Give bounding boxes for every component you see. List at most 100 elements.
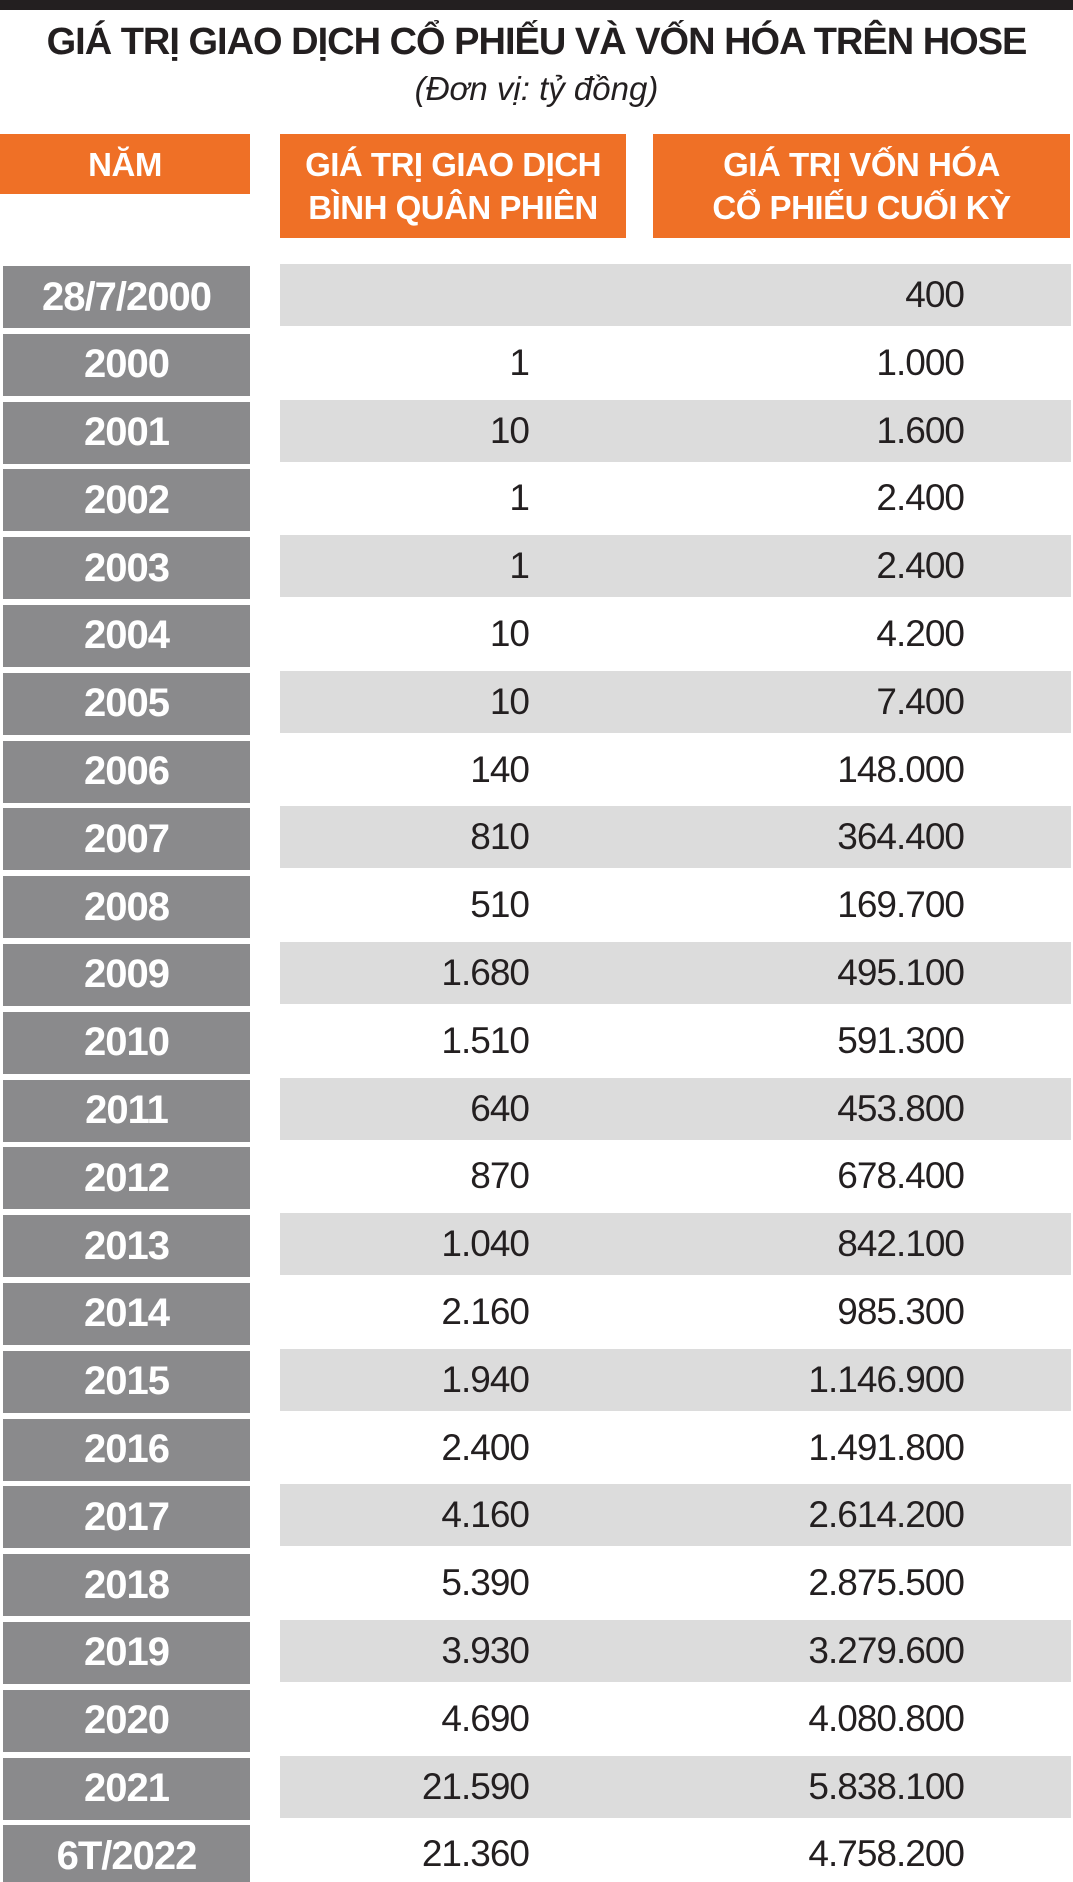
table-row: 2016 2.400 1.491.800: [0, 1414, 1073, 1482]
market-cap-value: 2.400: [876, 545, 965, 587]
row-values-stripe: 810 364.400: [280, 806, 1071, 869]
year-label: 2009: [3, 943, 250, 1006]
column-header-year: NĂM: [0, 134, 250, 194]
table-row: 2004 10 4.200: [0, 600, 1073, 668]
row-values-stripe: 1.940 1.146.900: [280, 1348, 1071, 1411]
row-values-stripe: 21.360 4.758.200: [280, 1823, 1071, 1882]
avg-trading-value: 1: [509, 477, 530, 519]
year-label: 2017: [3, 1486, 250, 1549]
table-header: NĂM GIÁ TRỊ GIAO DỊCH BÌNH QUÂN PHIÊN GI…: [0, 134, 1073, 238]
avg-trading-value: 510: [470, 884, 530, 926]
market-cap-value: 2.400: [876, 477, 965, 519]
avg-trading-value: 1.040: [441, 1223, 530, 1265]
avg-trading-value: 1: [509, 545, 530, 587]
year-label: 2005: [3, 672, 250, 735]
year-label: 2013: [3, 1215, 250, 1278]
year-label: 2002: [3, 469, 250, 532]
table-row: 2002 1 2.400: [0, 464, 1073, 532]
avg-trading-value: 21.590: [421, 1765, 530, 1807]
market-cap-value: 1.146.900: [808, 1358, 965, 1400]
year-label: 2006: [3, 740, 250, 803]
table-row: 2021 21.590 5.838.100: [0, 1753, 1073, 1821]
row-values-stripe: 10 4.200: [280, 602, 1071, 665]
year-label: 2011: [3, 1079, 250, 1142]
row-values-stripe: 510 169.700: [280, 874, 1071, 937]
table-row: 2007 810 364.400: [0, 803, 1073, 871]
avg-trading-value: 810: [470, 816, 530, 858]
column-header-cap-line2: CỔ PHIẾU CUỐI KỲ: [712, 189, 1011, 226]
market-cap-value: 842.100: [837, 1223, 965, 1265]
market-cap-value: 1.600: [876, 409, 965, 451]
row-values-stripe: 140 148.000: [280, 738, 1071, 801]
year-label: 2004: [3, 604, 250, 667]
avg-trading-value: 10: [489, 409, 530, 451]
market-cap-value: 5.838.100: [808, 1765, 965, 1807]
row-values-stripe: 1.040 842.100: [280, 1213, 1071, 1276]
market-cap-value: 400: [905, 274, 965, 315]
market-cap-value: 169.700: [837, 884, 965, 926]
table-row: 2010 1.510 591.300: [0, 1007, 1073, 1075]
column-header-year-label: NĂM: [88, 145, 162, 183]
market-cap-value: 364.400: [837, 816, 965, 858]
table-row: 2006 140 148.000: [0, 736, 1073, 804]
market-cap-value: 678.400: [837, 1155, 965, 1197]
market-cap-value: 148.000: [837, 748, 965, 790]
table-row: 2012 870 678.400: [0, 1142, 1073, 1210]
table-row: 2019 3.930 3.279.600: [0, 1617, 1073, 1685]
table-row: 2005 10 7.400: [0, 668, 1073, 736]
page-title: GIÁ TRỊ GIAO DỊCH CỔ PHIẾU VÀ VỐN HÓA TR…: [46, 21, 1028, 63]
market-cap-value: 2.614.200: [808, 1494, 965, 1536]
column-header-avg-line1: GIÁ TRỊ GIAO DỊCH: [305, 146, 601, 183]
avg-trading-value: 2.160: [441, 1290, 530, 1332]
market-cap-value: 4.758.200: [808, 1833, 965, 1875]
row-values-stripe: 3.930 3.279.600: [280, 1619, 1071, 1682]
table-row: 2003 1 2.400: [0, 532, 1073, 600]
year-label: 2015: [3, 1350, 250, 1413]
unit-note: (Đơn vị: tỷ đồng): [414, 70, 659, 107]
row-values-stripe: 2.160 985.300: [280, 1280, 1071, 1343]
avg-trading-value: 10: [489, 612, 530, 654]
table-row: 2009 1.680 495.100: [0, 939, 1073, 1007]
market-cap-value: 3.279.600: [808, 1629, 965, 1671]
avg-trading-value: 3.930: [441, 1629, 530, 1671]
row-values-stripe: 1 1.000: [280, 331, 1071, 394]
row-values-stripe: 1.680 495.100: [280, 941, 1071, 1004]
avg-trading-value: 4.690: [441, 1697, 530, 1739]
table-row: 2013 1.040 842.100: [0, 1210, 1073, 1278]
row-values-stripe: 10 1.600: [280, 399, 1071, 462]
table-row: 2011 640 453.800: [0, 1075, 1073, 1143]
column-header-avg-line2: BÌNH QUÂN PHIÊN: [308, 189, 598, 226]
avg-trading-value: 1: [509, 341, 530, 383]
year-label: 2012: [3, 1147, 250, 1210]
market-cap-value: 4.080.800: [808, 1697, 965, 1739]
row-values-stripe: 4.160 2.614.200: [280, 1484, 1071, 1547]
column-header-market-cap: GIÁ TRỊ VỐN HÓA CỔ PHIẾU CUỐI KỲ: [653, 134, 1070, 238]
avg-trading-value: 640: [470, 1087, 530, 1129]
row-values-stripe: 4.690 4.080.800: [280, 1687, 1071, 1750]
avg-trading-value: [280, 264, 626, 326]
column-header-cap-line1: GIÁ TRỊ VỐN HÓA: [723, 146, 1000, 183]
year-label: 28/7/2000: [3, 266, 250, 328]
year-label: 2019: [3, 1621, 250, 1684]
avg-trading-value: 870: [470, 1155, 530, 1197]
avg-trading-value: 4.160: [441, 1494, 530, 1536]
row-values-stripe: 400: [280, 264, 1071, 326]
year-label: 2007: [3, 808, 250, 871]
table-row: 2000 1 1.000: [0, 329, 1073, 397]
market-cap-value: 453.800: [837, 1087, 965, 1129]
table-row: 6T/2022 21.360 4.758.200: [0, 1820, 1073, 1882]
market-cap-value: 495.100: [837, 951, 965, 993]
row-values-stripe: 10 7.400: [280, 670, 1071, 733]
table-row: 2014 2.160 985.300: [0, 1278, 1073, 1346]
row-values-stripe: 870 678.400: [280, 1145, 1071, 1208]
row-values-stripe: 1 2.400: [280, 535, 1071, 598]
avg-trading-value: 140: [470, 748, 530, 790]
year-label: 2000: [3, 333, 250, 396]
year-label: 6T/2022: [3, 1825, 250, 1882]
year-label: 2021: [3, 1757, 250, 1820]
market-cap-value: 7.400: [876, 680, 965, 722]
row-values-stripe: 5.390 2.875.500: [280, 1552, 1071, 1615]
table-row: 28/7/2000 400: [0, 261, 1073, 329]
table-row: 2020 4.690 4.080.800: [0, 1685, 1073, 1753]
table-row: 2008 510 169.700: [0, 871, 1073, 939]
